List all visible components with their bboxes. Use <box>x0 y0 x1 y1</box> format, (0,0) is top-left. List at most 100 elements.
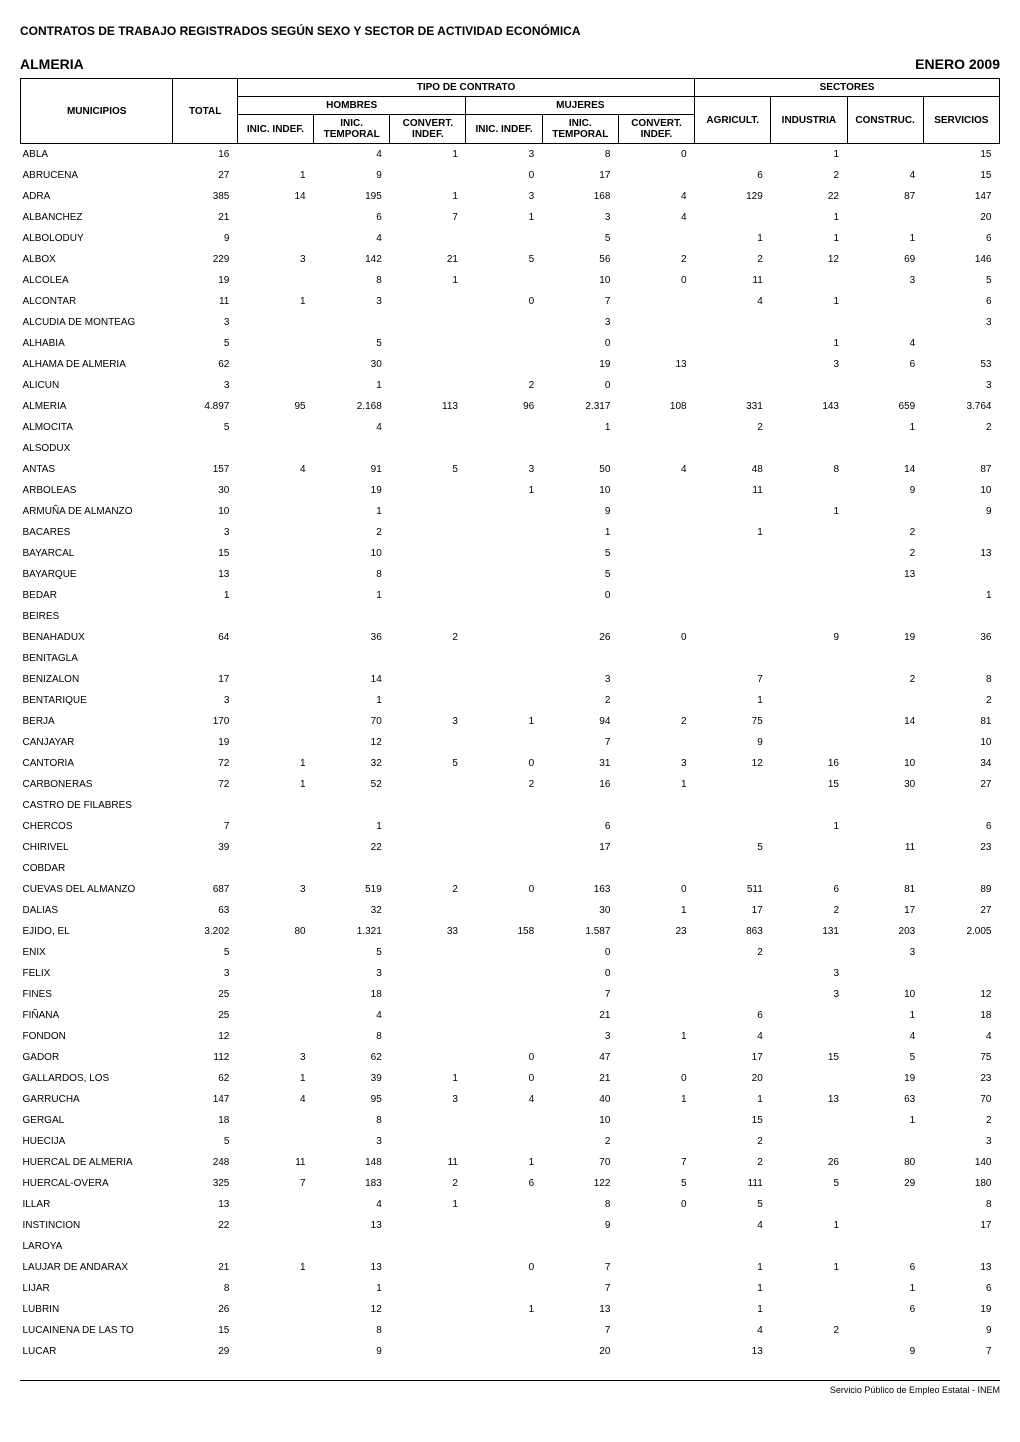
cell-value: 4 <box>237 459 313 480</box>
cell-value: 26 <box>542 627 618 648</box>
cell-value: 8 <box>542 144 618 166</box>
cell-name: ALMERIA <box>21 396 173 417</box>
cell-value <box>695 963 771 984</box>
cell-value: 6 <box>923 816 999 837</box>
cell-value <box>695 984 771 1005</box>
cell-value <box>923 333 999 354</box>
cell-value: 11 <box>237 1152 313 1173</box>
cell-value: 15 <box>173 543 237 564</box>
th-m-inic-indef: INIC. INDEF. <box>466 115 542 144</box>
cell-value <box>618 963 694 984</box>
cell-value: 1 <box>695 1089 771 1110</box>
cell-value <box>173 858 237 879</box>
cell-value <box>695 438 771 459</box>
cell-name: BAYARCAL <box>21 543 173 564</box>
cell-value <box>237 207 313 228</box>
cell-value: 17 <box>847 900 923 921</box>
cell-value: 0 <box>466 165 542 186</box>
cell-value: 30 <box>542 900 618 921</box>
cell-value: 9 <box>542 501 618 522</box>
cell-value <box>237 501 313 522</box>
cell-value: 13 <box>618 354 694 375</box>
cell-value <box>466 1215 542 1236</box>
cell-value <box>237 1110 313 1131</box>
cell-value <box>237 1320 313 1341</box>
table-row: BENITAGLA <box>21 648 1000 669</box>
cell-value: 15 <box>923 144 999 166</box>
cell-value <box>771 1299 847 1320</box>
cell-value: 5 <box>173 333 237 354</box>
cell-value: 12 <box>314 732 390 753</box>
cell-name: FINES <box>21 984 173 1005</box>
cell-value <box>847 291 923 312</box>
cell-value: 3 <box>466 144 542 166</box>
cell-name: ALBOX <box>21 249 173 270</box>
cell-value: 5 <box>542 564 618 585</box>
cell-value <box>390 795 466 816</box>
cell-value: 6 <box>923 291 999 312</box>
cell-value <box>771 606 847 627</box>
cell-value <box>847 1194 923 1215</box>
cell-value: 30 <box>314 354 390 375</box>
cell-name: HUERCAL DE ALMERIA <box>21 1152 173 1173</box>
cell-value: 4 <box>847 1026 923 1047</box>
cell-value: 62 <box>173 1068 237 1089</box>
cell-value: 687 <box>173 879 237 900</box>
cell-value: 180 <box>923 1173 999 1194</box>
table-row: CASTRO DE FILABRES <box>21 795 1000 816</box>
cell-value: 142 <box>314 249 390 270</box>
cell-value <box>466 858 542 879</box>
cell-value <box>847 858 923 879</box>
cell-name: COBDAR <box>21 858 173 879</box>
cell-value: 6 <box>847 354 923 375</box>
cell-value: 2.168 <box>314 396 390 417</box>
cell-value: 56 <box>542 249 618 270</box>
cell-value: 3 <box>542 1026 618 1047</box>
cell-value <box>390 312 466 333</box>
cell-value: 12 <box>314 1299 390 1320</box>
cell-value <box>466 438 542 459</box>
cell-value <box>618 1047 694 1068</box>
cell-value <box>695 606 771 627</box>
table-row: BENAHADUX6436226091936 <box>21 627 1000 648</box>
cell-name: ALSODUX <box>21 438 173 459</box>
cell-value <box>771 1110 847 1131</box>
cell-value <box>466 543 542 564</box>
cell-value: 147 <box>923 186 999 207</box>
cell-value <box>390 900 466 921</box>
cell-value: 23 <box>923 837 999 858</box>
cell-value <box>466 606 542 627</box>
cell-value: 5 <box>618 1173 694 1194</box>
cell-value <box>390 522 466 543</box>
cell-value: 7 <box>923 1341 999 1362</box>
cell-value <box>390 774 466 795</box>
cell-value: 0 <box>542 375 618 396</box>
cell-value <box>466 669 542 690</box>
cell-value: 2 <box>314 522 390 543</box>
cell-value: 11 <box>390 1152 466 1173</box>
cell-value: 9 <box>771 627 847 648</box>
cell-name: ANTAS <box>21 459 173 480</box>
cell-name: ALICUN <box>21 375 173 396</box>
cell-value: 1 <box>771 1215 847 1236</box>
cell-name: GARRUCHA <box>21 1089 173 1110</box>
cell-value: 21 <box>390 249 466 270</box>
th-municipios: MUNICIPIOS <box>21 79 173 144</box>
cell-value: 3 <box>618 753 694 774</box>
cell-value <box>771 1005 847 1026</box>
cell-value <box>771 1068 847 1089</box>
cell-value: 1 <box>847 1005 923 1026</box>
cell-name: ALBOLODUY <box>21 228 173 249</box>
cell-value: 29 <box>847 1173 923 1194</box>
cell-value <box>695 144 771 166</box>
cell-value: 2 <box>771 165 847 186</box>
cell-value: 4 <box>314 1005 390 1026</box>
cell-value: 27 <box>923 774 999 795</box>
cell-value: 89 <box>923 879 999 900</box>
cell-value <box>314 606 390 627</box>
cell-value: 4 <box>314 228 390 249</box>
cell-value <box>618 585 694 606</box>
cell-value: 30 <box>173 480 237 501</box>
cell-value: 7 <box>542 1257 618 1278</box>
cell-value: 13 <box>923 543 999 564</box>
